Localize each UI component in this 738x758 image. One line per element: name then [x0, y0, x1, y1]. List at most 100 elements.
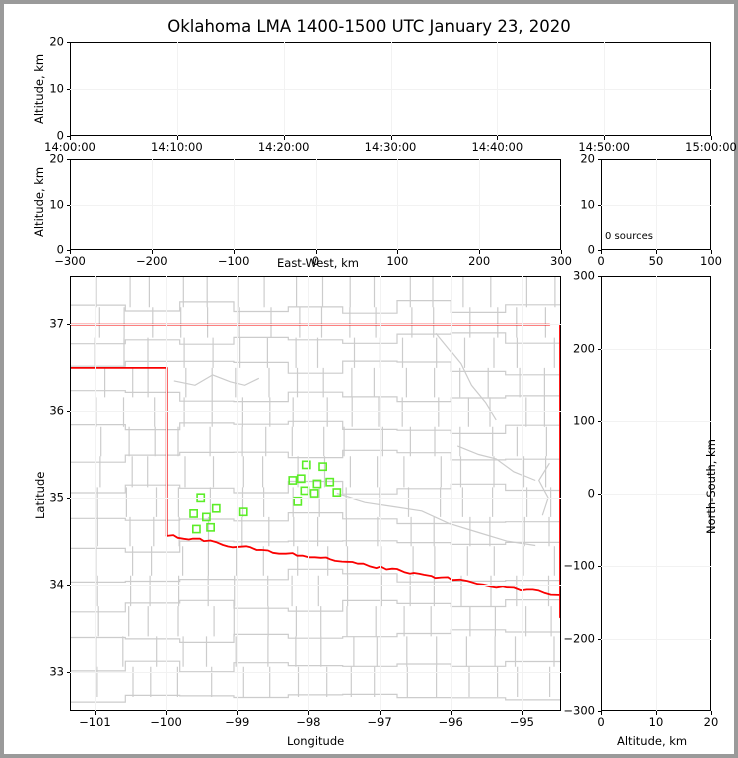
y-tick-label: 33: [49, 664, 64, 679]
gridline-horizontal: [70, 89, 711, 90]
lma-source-marker[interactable]: [301, 460, 311, 470]
x-tick-label: 14:40:00: [471, 140, 524, 154]
gridline-vertical: [166, 276, 168, 711]
lma-source-markers[interactable]: [189, 460, 342, 534]
y-tick-label: 0: [587, 485, 595, 500]
x-tick: [166, 711, 168, 715]
county-boundaries: [71, 277, 560, 703]
gridline-vertical: [94, 276, 96, 711]
x-tick: [711, 250, 712, 254]
lma-source-marker[interactable]: [211, 503, 221, 513]
y-tick-label: 10: [580, 196, 595, 211]
x-tick-label: 20: [703, 715, 719, 729]
x-tick: [390, 136, 392, 140]
lma-source-marker[interactable]: [202, 512, 211, 522]
x-tick: [233, 250, 235, 254]
gridline-horizontal: [70, 671, 561, 673]
map-ylabel: Latitude: [33, 471, 47, 519]
lma-source-marker[interactable]: [296, 474, 306, 484]
x-tick: [656, 711, 657, 715]
lma-source-marker[interactable]: [192, 524, 201, 534]
x-tick-label: 50: [648, 254, 664, 268]
lma-source-marker[interactable]: [309, 489, 319, 498]
y-tick-label: −300: [563, 703, 595, 718]
x-tick: [521, 711, 523, 715]
x-tick: [308, 711, 310, 715]
lma-source-marker[interactable]: [318, 462, 327, 472]
east-west-ylabel: Altitude, km: [32, 166, 46, 237]
gridline-horizontal: [70, 497, 561, 499]
x-tick-label: −100: [217, 254, 250, 268]
gridline-vertical: [308, 276, 310, 711]
x-tick: [711, 136, 712, 140]
lma-source-marker[interactable]: [288, 476, 298, 485]
y-tick: [597, 421, 601, 422]
y-tick: [66, 89, 70, 90]
y-tick: [66, 584, 70, 586]
y-tick-label: 100: [573, 413, 595, 428]
gridline-horizontal: [601, 204, 711, 206]
y-tick: [66, 671, 70, 673]
map-xlabel: Longitude: [287, 734, 345, 748]
lma-source-marker[interactable]: [238, 507, 248, 517]
y-tick-label: 20: [49, 151, 64, 166]
time-height-ylabel: Altitude, km: [32, 53, 46, 124]
y-tick: [597, 204, 601, 206]
x-tick: [315, 250, 317, 254]
y-tick-label: 36: [49, 403, 64, 418]
x-tick-label: 14:00:00: [44, 140, 96, 154]
y-tick: [597, 159, 601, 160]
y-tick-label: 20: [49, 34, 64, 49]
y-tick: [597, 348, 601, 350]
lma-source-marker[interactable]: [332, 488, 342, 497]
x-tick-label: 100: [700, 254, 722, 268]
y-tick: [597, 276, 601, 277]
lma-source-marker[interactable]: [312, 479, 322, 489]
lma-source-marker[interactable]: [189, 509, 198, 518]
y-tick-label: 20: [580, 151, 595, 166]
y-tick-label: 0: [587, 242, 595, 257]
y-tick-label: 35: [49, 490, 64, 505]
lma-source-marker[interactable]: [325, 477, 335, 487]
y-tick-label: −100: [563, 558, 595, 573]
x-tick-label: −101: [79, 715, 111, 729]
y-tick-label: 10: [49, 81, 64, 96]
x-tick-label: 14:30:00: [364, 140, 417, 154]
gridline-vertical: [379, 276, 381, 711]
x-tick: [70, 136, 71, 140]
lma-source-marker[interactable]: [293, 496, 303, 506]
gridline-horizontal: [70, 410, 561, 412]
x-tick: [94, 711, 96, 715]
x-tick-label: −200: [136, 254, 168, 268]
north-south-ylabel: North-South, km: [704, 439, 718, 534]
source-count-label: 0 sources: [605, 231, 653, 242]
gridline-horizontal: [601, 348, 711, 350]
y-tick-label: 37: [49, 316, 64, 331]
y-tick-label: 300: [573, 268, 595, 283]
x-tick-label: −98: [296, 715, 321, 729]
x-tick-label: 0: [597, 715, 605, 729]
y-tick-label: 34: [49, 577, 64, 592]
x-tick-label: 100: [386, 254, 409, 268]
gridline-horizontal: [70, 323, 561, 325]
x-tick: [604, 136, 606, 140]
x-tick-label: −95: [509, 715, 534, 729]
plan-view-map-panel[interactable]: [70, 276, 561, 711]
lma-source-marker[interactable]: [196, 493, 206, 503]
y-tick: [66, 159, 70, 160]
y-tick: [66, 497, 70, 499]
x-tick: [283, 136, 285, 140]
y-tick: [66, 136, 70, 137]
y-tick: [597, 566, 601, 567]
lma-source-marker[interactable]: [206, 522, 215, 532]
x-tick-label: 14:50:00: [578, 140, 630, 154]
gridline-horizontal: [601, 638, 711, 640]
x-tick: [237, 711, 239, 715]
x-tick-label: 0: [597, 254, 605, 268]
y-tick: [597, 493, 601, 495]
x-tick: [601, 711, 602, 715]
map-geography: [71, 277, 560, 703]
y-tick-label: 0: [56, 128, 64, 143]
east-west-xlabel: East-West, km: [277, 256, 359, 270]
x-tick-label: 0: [311, 254, 320, 268]
